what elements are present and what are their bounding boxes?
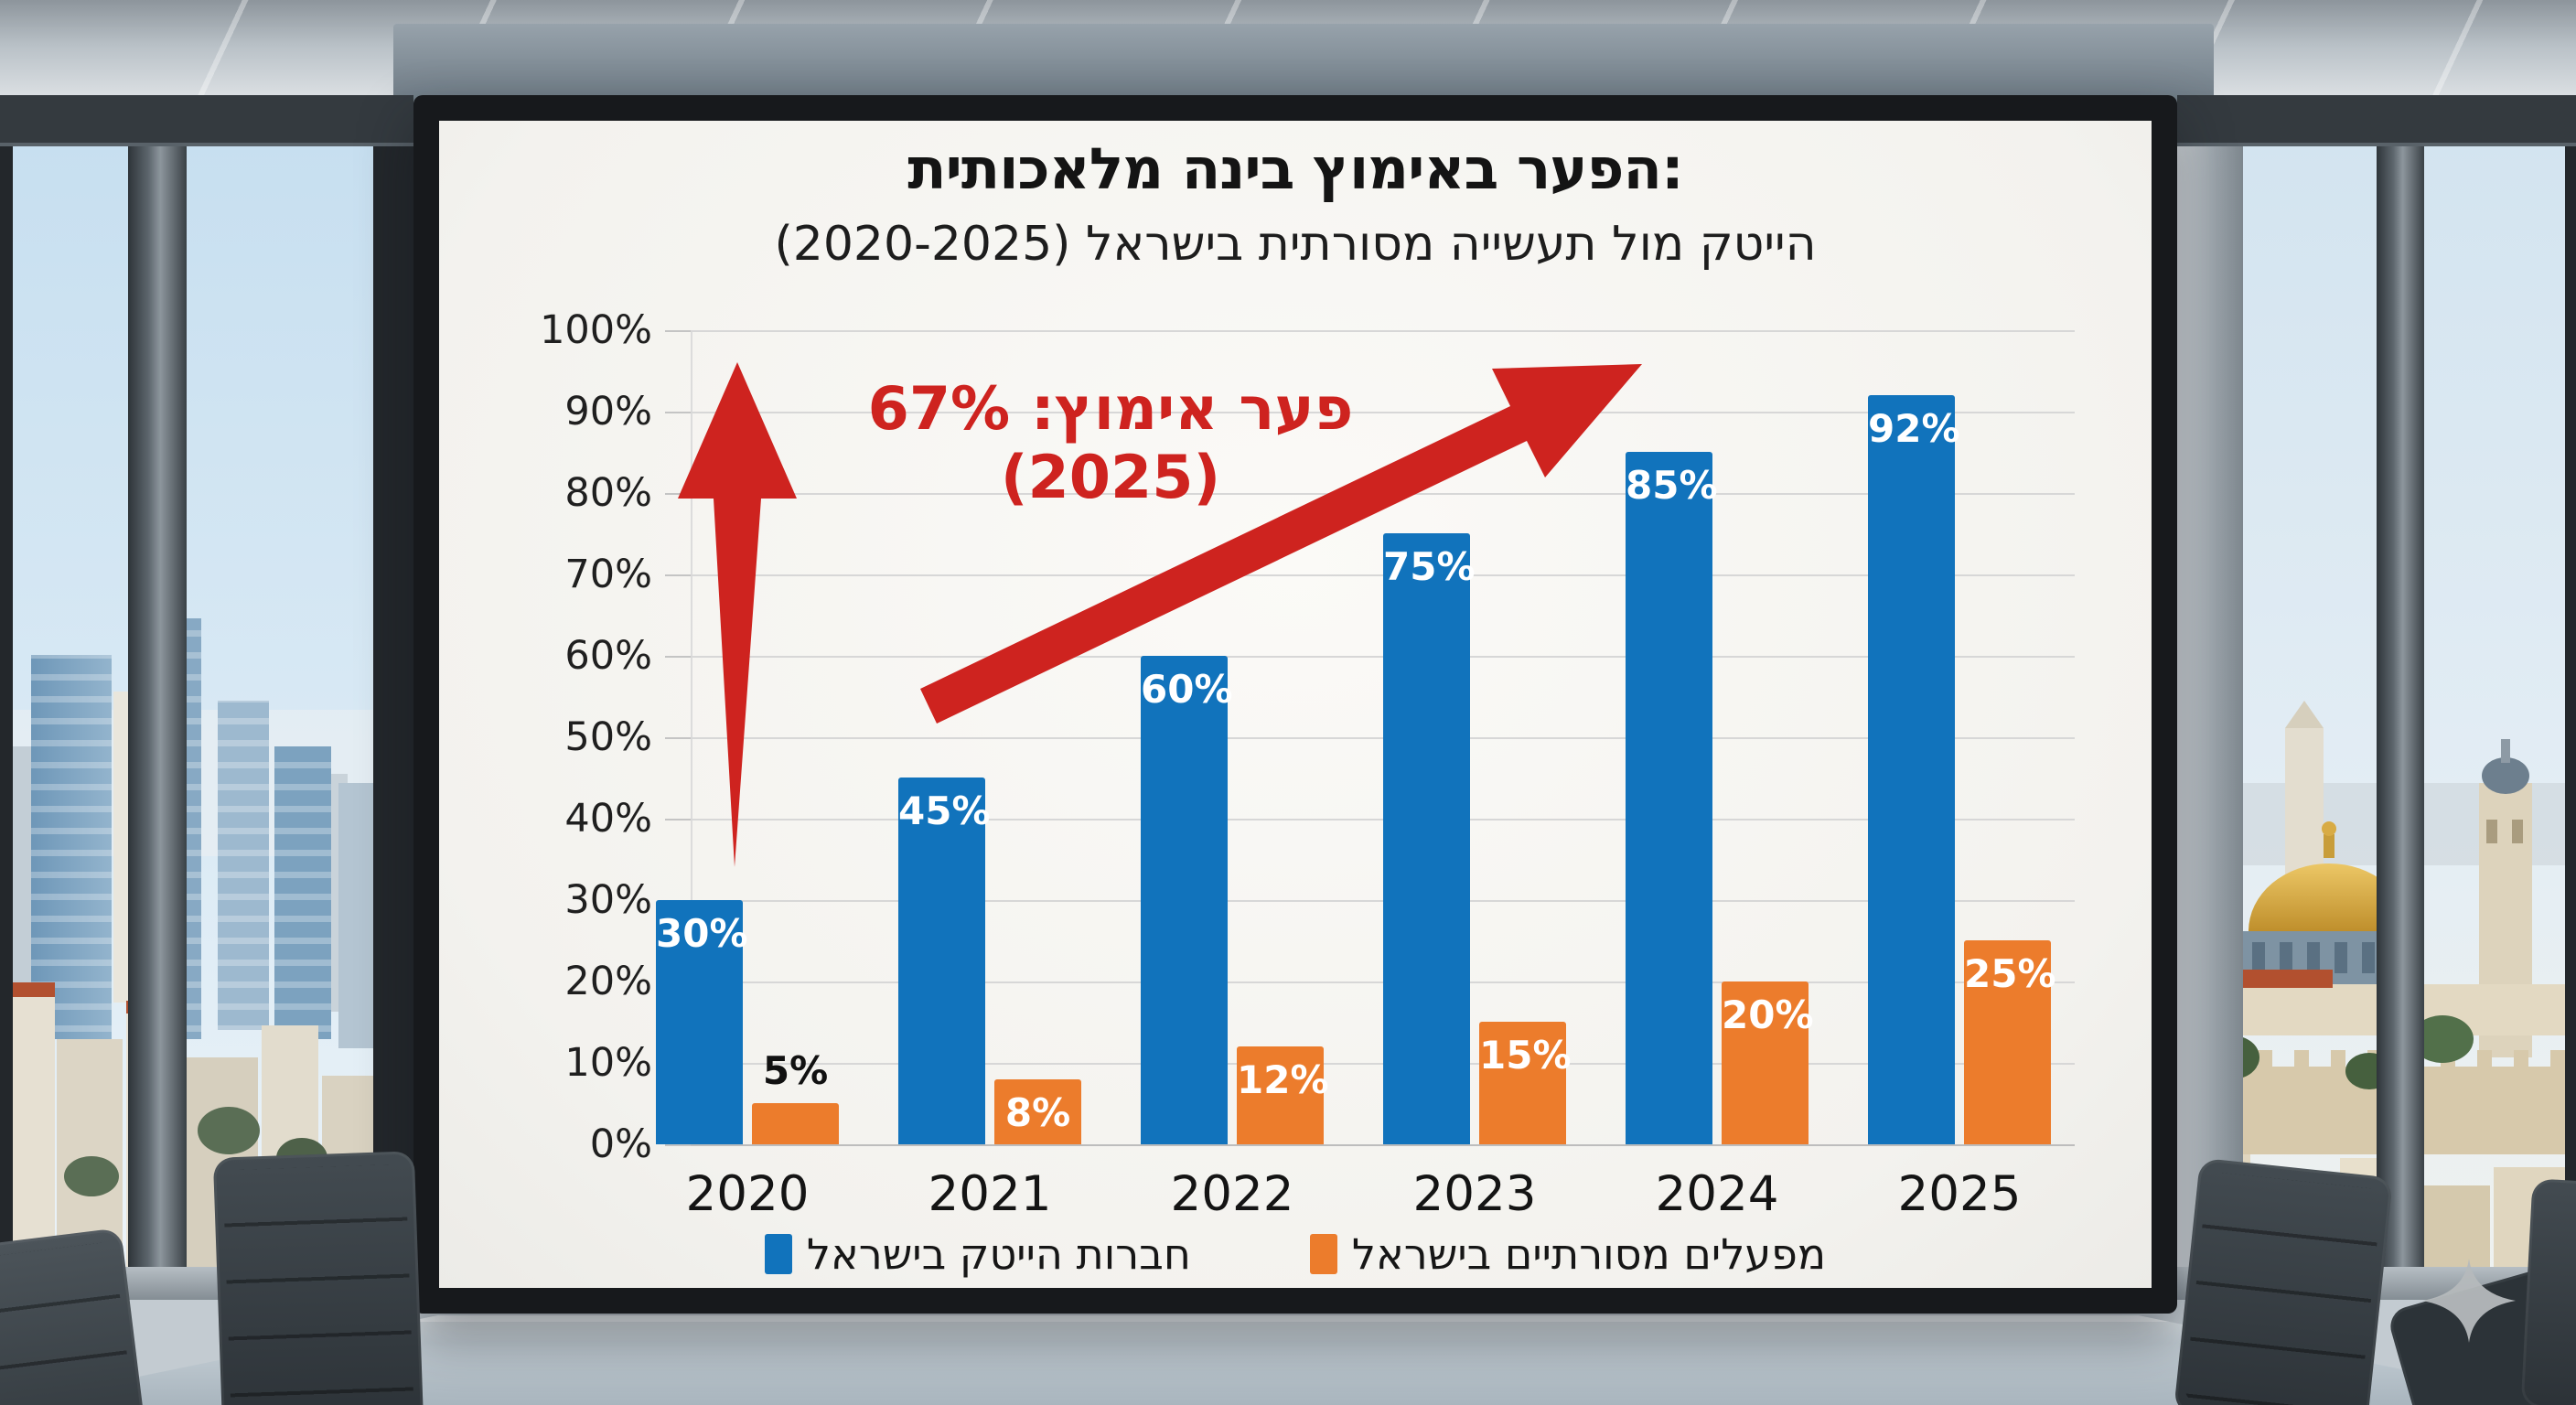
bar [1722, 981, 1809, 1144]
legend: חברות הייטק בישראל מפעלים מסורתיים בישראל [439, 1229, 2152, 1279]
y-axis-label: 70% [564, 552, 652, 597]
window-top-frame [0, 95, 413, 146]
bar [752, 1103, 839, 1144]
office-chair [0, 1228, 145, 1405]
bar [1383, 533, 1470, 1144]
window-frame-edge [0, 95, 13, 1405]
bar-value-label: 25% [1964, 951, 2056, 996]
bar-value-label: 12% [1237, 1057, 1329, 1102]
bar [656, 900, 743, 1144]
gridline [691, 1144, 2075, 1146]
legend-item: חברות הייטק בישראל [764, 1229, 1191, 1279]
y-axis-label: 10% [564, 1040, 652, 1086]
plot-area: 0% 10% 20% 30% 40% 50% 60% 70% 80% 90% 100% 30% 5% 20… [540, 307, 2075, 1222]
legend-item: מפעלים מסורתיים בישראל [1309, 1229, 1827, 1279]
sparkle-logo-icon [2422, 1259, 2516, 1343]
gridline [691, 900, 2075, 902]
window-frame-edge [2565, 95, 2576, 1405]
gridline [691, 737, 2075, 739]
presentation-screen: הפער באימוץ בינה מלאכותית: הייטק מול תעש… [413, 95, 2177, 1314]
bar [1626, 452, 1712, 1144]
office-chair [212, 1151, 424, 1405]
y-axis-tick [665, 574, 691, 576]
table-edge-highlight [0, 1315, 2576, 1322]
chart-title-line2: הייטק מול תעשייה מסורתית בישראל (2020-20… [774, 217, 1817, 272]
legend-swatch [764, 1234, 792, 1274]
bar-value-label: 8% [1004, 1090, 1071, 1135]
y-axis-label: 90% [564, 389, 652, 434]
window-mullion [128, 95, 187, 1405]
bar [1964, 940, 2051, 1144]
chart-title-line1: הפער באימוץ בינה מלאכותית: [907, 135, 1684, 202]
y-axis-tick [665, 656, 691, 658]
bar-value-label: 20% [1722, 992, 1814, 1037]
gridline [691, 819, 2075, 820]
bar [1479, 1022, 1566, 1144]
bar-value-label: 45% [898, 788, 991, 833]
legend-swatch [1309, 1234, 1337, 1274]
x-axis-label: 2021 [928, 1166, 1052, 1222]
chart-title: הפער באימוץ בינה מלאכותית: הייטק מול תעש… [439, 135, 2152, 272]
conference-table [0, 1315, 2576, 1405]
legend-label: חברות הייטק בישראל [806, 1229, 1191, 1279]
bar-value-label: 30% [656, 911, 748, 956]
y-axis-tick [665, 330, 691, 332]
window-top-frame [2177, 95, 2576, 146]
y-axis-tick [665, 737, 691, 739]
x-axis-label: 2024 [1655, 1166, 1779, 1222]
y-axis-tick [665, 412, 691, 413]
bar-value-label: 5% [762, 1048, 829, 1093]
y-axis-label: 20% [564, 959, 652, 1004]
bar [898, 778, 985, 1144]
gap-annotation: פער אימוץ: 67% (2025) [867, 375, 1354, 512]
x-axis-label: 2023 [1412, 1166, 1537, 1222]
y-axis-label: 50% [564, 714, 652, 760]
legend-label: מפעלים מסורתיים בישראל [1351, 1229, 1827, 1279]
y-axis-tick [665, 819, 691, 820]
y-axis-label: 100% [540, 307, 652, 353]
office-chair [2173, 1157, 2394, 1405]
gridline [691, 981, 2075, 983]
bar [1868, 395, 1955, 1144]
x-axis-label: 2022 [1170, 1166, 1294, 1222]
y-axis-label: 40% [564, 796, 652, 842]
bar [1141, 656, 1228, 1144]
bar-value-label: 60% [1141, 667, 1233, 712]
y-axis-label: 80% [564, 470, 652, 516]
chair-stitching [0, 1241, 135, 1405]
y-axis-label: 0% [589, 1121, 652, 1167]
bar-value-label: 92% [1868, 406, 1960, 451]
y-axis-tick [665, 1144, 691, 1146]
gridline [691, 330, 2075, 332]
bar-value-label: 75% [1383, 544, 1476, 589]
y-axis-label: 60% [564, 633, 652, 679]
y-axis-label: 30% [564, 877, 652, 923]
x-axis-label: 2025 [1897, 1166, 2022, 1222]
tel-aviv-skyline [0, 143, 413, 1323]
gridline [691, 1063, 2075, 1065]
slide: הפער באימוץ בינה מלאכותית: הייטק מול תעש… [439, 121, 2152, 1288]
chair-stitching [222, 1164, 414, 1405]
bar [1237, 1046, 1324, 1144]
y-axis-tick [665, 493, 691, 495]
bar [994, 1079, 1081, 1144]
bar-value-label: 85% [1626, 463, 1718, 508]
x-axis-label: 2020 [685, 1166, 810, 1222]
chair-stitching [2184, 1171, 2383, 1405]
bar-value-label: 15% [1479, 1033, 1572, 1078]
